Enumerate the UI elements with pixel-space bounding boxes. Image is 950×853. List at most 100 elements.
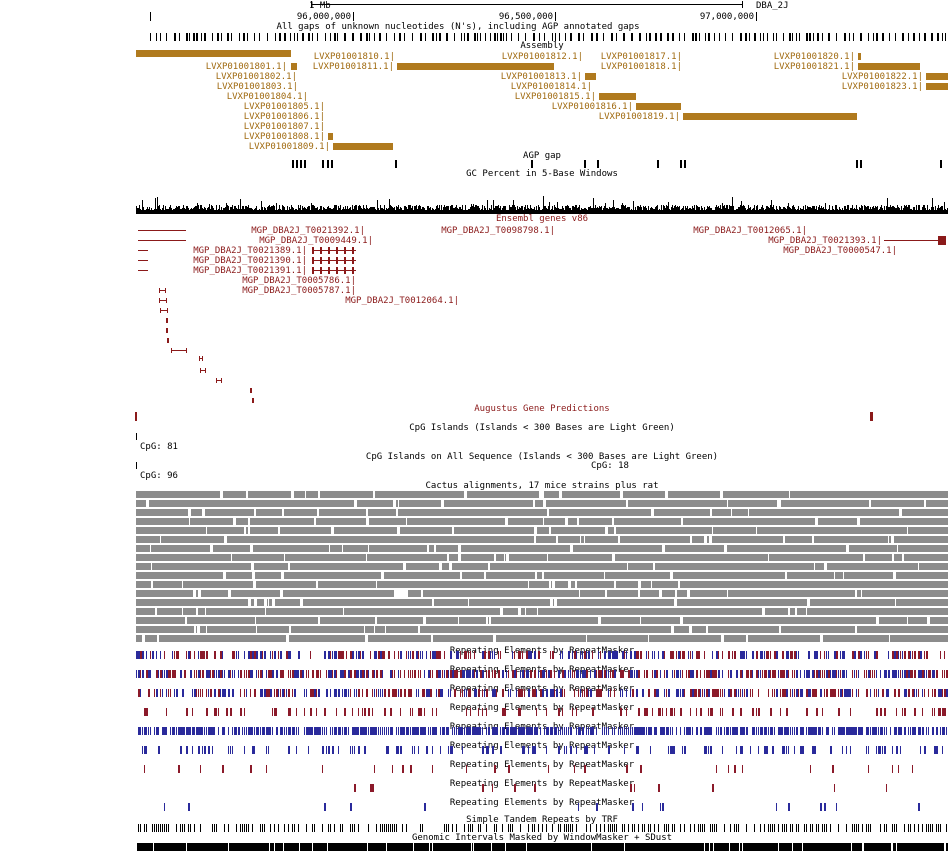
repeat-element[interactable] (710, 708, 712, 716)
repeat-element[interactable] (358, 651, 360, 659)
repeat-element[interactable] (534, 727, 536, 735)
repeat-element[interactable] (636, 689, 638, 697)
repeat-element[interactable] (264, 651, 266, 659)
assembly-feature[interactable] (599, 93, 636, 100)
trf-mark[interactable] (568, 824, 569, 832)
repeat-element[interactable] (558, 746, 560, 754)
gene-exon[interactable] (166, 298, 167, 303)
repeat-element[interactable] (816, 670, 818, 678)
repeat-element[interactable] (532, 746, 534, 754)
repeat-element[interactable] (670, 746, 672, 754)
trf-mark[interactable] (806, 824, 807, 832)
trf-mark[interactable] (710, 824, 711, 832)
repeat-element[interactable] (664, 727, 665, 735)
repeat-element[interactable] (482, 746, 484, 754)
trf-mark[interactable] (684, 824, 685, 832)
repeat-element[interactable] (826, 727, 828, 735)
repeat-element[interactable] (690, 727, 691, 735)
repeat-element[interactable] (684, 689, 685, 697)
repeat-element[interactable] (410, 689, 412, 697)
trf-mark[interactable] (158, 824, 159, 832)
repeat-element[interactable] (200, 670, 201, 678)
repeat-element[interactable] (502, 708, 504, 716)
trf-mark[interactable] (668, 824, 669, 832)
repeat-element[interactable] (918, 651, 920, 659)
gap-mark[interactable] (160, 33, 161, 41)
gap-mark[interactable] (477, 33, 478, 41)
repeat-element[interactable] (146, 670, 148, 678)
repeat-element[interactable] (552, 727, 553, 735)
repeat-element[interactable] (594, 670, 596, 678)
repeat-element[interactable] (898, 670, 899, 678)
repeat-element[interactable] (218, 727, 219, 735)
repeat-element[interactable] (146, 727, 147, 735)
repeat-element[interactable] (316, 689, 317, 697)
repeat-element[interactable] (876, 746, 877, 754)
repeat-element[interactable] (896, 708, 897, 716)
repeat-element[interactable] (560, 727, 561, 735)
repeat-element[interactable] (736, 689, 737, 697)
trf-mark[interactable] (352, 824, 353, 832)
repeat-element[interactable] (210, 670, 211, 678)
ensembl-gene-label[interactable]: MGP_DBA2J_T0012065.1| (693, 226, 807, 236)
repeat-element[interactable] (332, 727, 333, 735)
repeat-element[interactable] (656, 670, 658, 678)
repeat-element[interactable] (404, 689, 406, 697)
repeat-element[interactable] (138, 651, 140, 659)
gap-mark[interactable] (828, 33, 830, 41)
repeat-element[interactable] (482, 670, 484, 678)
gap-mark[interactable] (692, 33, 694, 41)
repeat-element[interactable] (388, 651, 390, 659)
repeat-element[interactable] (522, 746, 524, 754)
gap-mark[interactable] (868, 33, 869, 41)
trf-mark[interactable] (166, 824, 167, 832)
repeat-element[interactable] (144, 746, 146, 754)
trf-mark[interactable] (830, 824, 831, 832)
trf-mark[interactable] (858, 824, 859, 832)
trf-mark[interactable] (392, 824, 393, 832)
repeat-element[interactable] (142, 670, 144, 678)
repeat-element[interactable] (774, 689, 775, 697)
trf-mark[interactable] (764, 824, 765, 832)
repeat-element[interactable] (546, 746, 547, 754)
gap-mark[interactable] (325, 33, 326, 41)
gene-exon[interactable] (320, 247, 322, 254)
repeat-element[interactable] (744, 651, 745, 659)
gene-exon[interactable] (328, 247, 330, 254)
repeat-element[interactable] (870, 689, 871, 697)
repeat-element[interactable] (928, 670, 930, 678)
repeat-element[interactable] (294, 689, 296, 697)
repeat-element[interactable] (296, 727, 297, 735)
repeat-element[interactable] (360, 670, 362, 678)
repeat-element[interactable] (718, 670, 720, 678)
repeat-element[interactable] (794, 689, 795, 697)
repeat-element[interactable] (736, 670, 738, 678)
windowmasker-block[interactable] (136, 843, 948, 851)
repeat-element[interactable] (608, 727, 609, 735)
repeat-element[interactable] (862, 727, 863, 735)
trf-mark[interactable] (200, 824, 201, 832)
repeat-element[interactable] (796, 689, 798, 697)
repeat-element[interactable] (508, 727, 509, 735)
repeat-element[interactable] (240, 670, 242, 678)
trf-mark[interactable] (946, 824, 947, 832)
repeat-element[interactable] (352, 651, 354, 659)
gap-mark[interactable] (369, 33, 370, 41)
repeat-element[interactable] (714, 689, 716, 697)
repeat-element[interactable] (756, 670, 758, 678)
repeat-element[interactable] (308, 746, 309, 754)
repeat-element[interactable] (758, 708, 760, 716)
gap-mark[interactable] (474, 33, 476, 41)
trf-mark[interactable] (402, 824, 403, 832)
repeat-element[interactable] (422, 651, 423, 659)
repeat-element[interactable] (808, 689, 810, 697)
repeat-element[interactable] (692, 689, 694, 697)
repeat-element[interactable] (432, 765, 433, 773)
repeat-element[interactable] (486, 689, 488, 697)
repeat-element[interactable] (784, 727, 786, 735)
assembly-feature[interactable] (858, 63, 920, 70)
trf-mark[interactable] (212, 824, 213, 832)
repeat-element[interactable] (772, 670, 774, 678)
trf-mark[interactable] (180, 824, 181, 832)
assembly-feature[interactable] (858, 53, 861, 60)
